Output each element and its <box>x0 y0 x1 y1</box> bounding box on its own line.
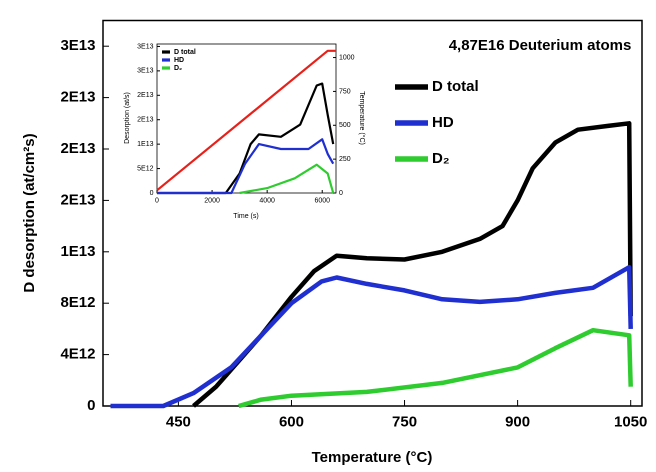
annotation: 4,87E16 Deuterium atoms <box>449 37 632 54</box>
y-tick-label: 0 <box>150 190 154 197</box>
series-line <box>157 138 335 195</box>
y-tick-label: 1E13 <box>60 243 95 260</box>
legend-label: D total <box>432 78 479 95</box>
x-tick-label: 0 <box>155 198 159 205</box>
series-line <box>157 82 335 195</box>
main-chart: 450 600 750 900 1050 0 4E12 8E12 1E13 2E13 2E13 2E1… <box>21 19 647 466</box>
series-line <box>238 327 633 409</box>
x-tick-label: 2000 <box>204 198 220 205</box>
y-tick-label: 3E13 <box>137 43 153 50</box>
y-tick-label: 4E12 <box>60 346 95 363</box>
legend-label: HD <box>174 57 184 64</box>
y-tick-label: 8E12 <box>60 294 95 311</box>
y2-tick-label: 250 <box>339 156 351 163</box>
y-axis-label: D desorption (at/cm²s) <box>21 133 38 292</box>
x-axis-label: Temperature (°C) <box>312 449 433 466</box>
x-tick-label: 4000 <box>259 198 275 205</box>
series-line <box>110 264 633 409</box>
y-tick-label: 2E13 <box>60 191 95 208</box>
x-tick-label: 450 <box>166 413 191 430</box>
x-tick-label: 6000 <box>314 198 330 205</box>
y-tick-label: 0 <box>87 397 95 414</box>
legend-label: D₂ <box>174 65 182 72</box>
legend-label: D₂ <box>432 150 450 167</box>
x-tick-label: 900 <box>505 413 530 430</box>
y-tick-label: 5E12 <box>137 165 153 172</box>
y-tick-label: 1E13 <box>137 141 153 148</box>
x-axis-label: Time (s) <box>233 213 258 220</box>
y-tick-label: 3E13 <box>137 68 153 75</box>
y2-axis-label: Temperature (°C) <box>358 91 366 145</box>
series-line <box>156 49 336 192</box>
x-tick-label: 600 <box>279 413 304 430</box>
y-tick-label: 3E13 <box>60 37 95 54</box>
y-tick-label: 2E13 <box>60 140 95 157</box>
x-tick-label: 1050 <box>614 413 647 430</box>
y2-tick-label: 750 <box>339 88 351 95</box>
y2-tick-label: 0 <box>339 190 343 197</box>
y2-tick-label: 1000 <box>339 54 355 61</box>
y-tick-label: 2E13 <box>137 117 153 124</box>
series-line <box>239 163 335 195</box>
inset-chart: 0 2000 4000 6000 0 5E12 1E13 2E13 2E13 3E13 3E13 0 2… <box>124 43 366 220</box>
y-axis-label: Desorption (at/s) <box>124 92 131 144</box>
legend-label: HD <box>432 114 454 131</box>
y2-tick-label: 500 <box>339 122 351 129</box>
y-tick-label: 2E13 <box>137 92 153 99</box>
x-tick-label: 750 <box>392 413 417 430</box>
y-tick-label: 2E13 <box>60 89 95 106</box>
legend-label: D total <box>174 49 196 56</box>
